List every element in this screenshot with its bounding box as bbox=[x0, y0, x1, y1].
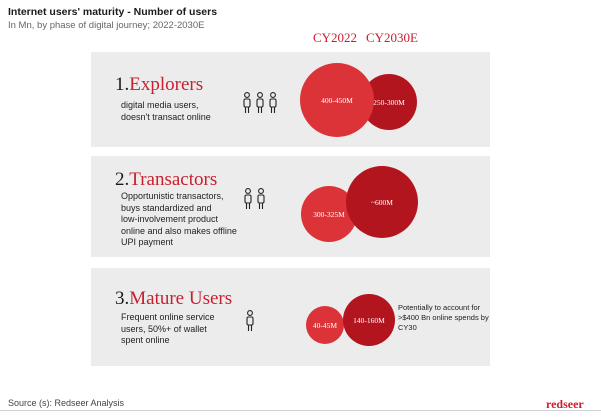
segment-panel-explorers: 1.Explorers digital media users, doesn't… bbox=[91, 52, 490, 147]
segment-name: Transactors bbox=[129, 169, 218, 190]
people-icon bbox=[244, 188, 265, 209]
segment-description: Frequent online service users, 50%+ of w… bbox=[121, 312, 215, 345]
column-header-cy2030: CY2030E bbox=[366, 30, 418, 45]
brand-logo: redseer bbox=[546, 397, 584, 411]
segment-heading: 2.Transactors bbox=[115, 169, 217, 191]
bubble-transactors-cy2030: ~600M bbox=[346, 166, 418, 238]
people-icon bbox=[246, 310, 254, 331]
segment-number: 2. bbox=[115, 169, 130, 190]
segment-description: digital media users, doesn't transact on… bbox=[121, 100, 211, 122]
people-icon bbox=[243, 92, 277, 113]
segment-name: Explorers bbox=[129, 74, 204, 95]
segment-heading: 3.Mature Users bbox=[115, 288, 232, 310]
column-header-cy2022: CY2022 bbox=[313, 30, 358, 45]
chart-title: Internet users' maturity - Number of use… bbox=[8, 6, 218, 18]
footer-divider bbox=[0, 410, 601, 411]
source-note: Source (s): Redseer Analysis bbox=[8, 398, 125, 408]
chart-subtitle: In Mn, by phase of digital journey; 2022… bbox=[8, 20, 205, 31]
segment-description: Opportunistic transactors, buys standard… bbox=[121, 191, 237, 247]
bubble-mature-cy2030: 140-160M bbox=[343, 294, 395, 346]
annotation-note: Potentially to account for >$400 Bn onli… bbox=[398, 303, 489, 332]
segment-name: Mature Users bbox=[129, 288, 233, 309]
bubble-explorers-cy2022: 400-450M bbox=[300, 63, 374, 137]
bubble-mature-cy2022: 40-45M bbox=[306, 306, 344, 344]
segment-number: 1. bbox=[115, 74, 130, 95]
segment-number: 3. bbox=[115, 288, 130, 309]
segment-panel-transactors: 2.Transactors Opportunistic transactors,… bbox=[91, 156, 490, 257]
segment-heading: 1.Explorers bbox=[115, 74, 203, 96]
segment-panel-mature-users: 3.Mature Users Frequent online service u… bbox=[91, 268, 490, 366]
